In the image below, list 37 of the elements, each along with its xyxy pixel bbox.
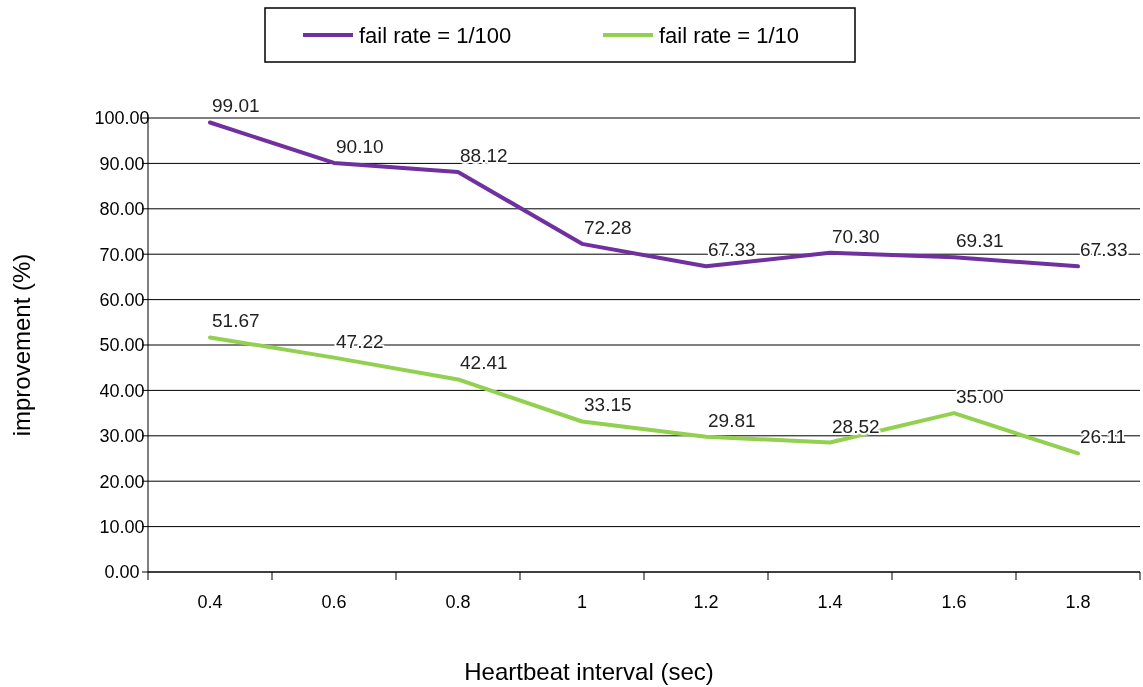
x-tick-label: 0.8: [445, 592, 471, 612]
data-label: 69.31: [956, 230, 1004, 252]
y-tick-label: 0.00: [104, 562, 140, 583]
data-label: 29.81: [708, 409, 756, 431]
legend-label: fail rate = 1/10: [659, 22, 800, 48]
x-axis-title: Heartbeat interval (sec): [464, 658, 714, 685]
line-series: [208, 335, 1080, 456]
data-label: 51.67: [212, 310, 260, 332]
y-tick-label: 70.00: [99, 244, 145, 265]
data-label: 42.41: [460, 352, 508, 374]
data-label: 35.00: [956, 386, 1004, 408]
y-tick-label: 10.00: [99, 516, 145, 537]
x-tick-label: 1: [576, 592, 588, 612]
data-label: 28.52: [832, 415, 880, 437]
y-tick-label: 100.00: [94, 108, 150, 129]
y-axis-title: improvement (%): [8, 253, 35, 437]
y-tick-label: 90.00: [99, 153, 145, 174]
data-label: 33.15: [584, 394, 632, 416]
data-label: 70.30: [832, 225, 880, 247]
x-tick-label: 0.6: [321, 592, 347, 612]
y-tick-label: 80.00: [99, 199, 145, 220]
x-tick-label: 1.4: [817, 592, 843, 612]
data-label: 88.12: [460, 144, 508, 166]
line-series: [208, 120, 1080, 269]
data-label: 90.10: [336, 135, 384, 157]
data-label: 99.01: [212, 95, 260, 117]
y-tick-label: 20.00: [99, 471, 145, 492]
legend-label: fail rate = 1/100: [359, 22, 512, 48]
x-tick-label: 1.6: [941, 592, 967, 612]
y-tick-label: 50.00: [99, 335, 145, 356]
y-tick-label: 30.00: [99, 426, 145, 447]
x-tick-label: 1.8: [1065, 592, 1091, 612]
y-tick-label: 60.00: [99, 289, 145, 310]
x-tick-label: 0.4: [197, 592, 223, 612]
x-tick-label: 1.2: [693, 592, 719, 612]
data-label: 72.28: [584, 216, 632, 238]
y-tick-label: 40.00: [99, 380, 145, 401]
